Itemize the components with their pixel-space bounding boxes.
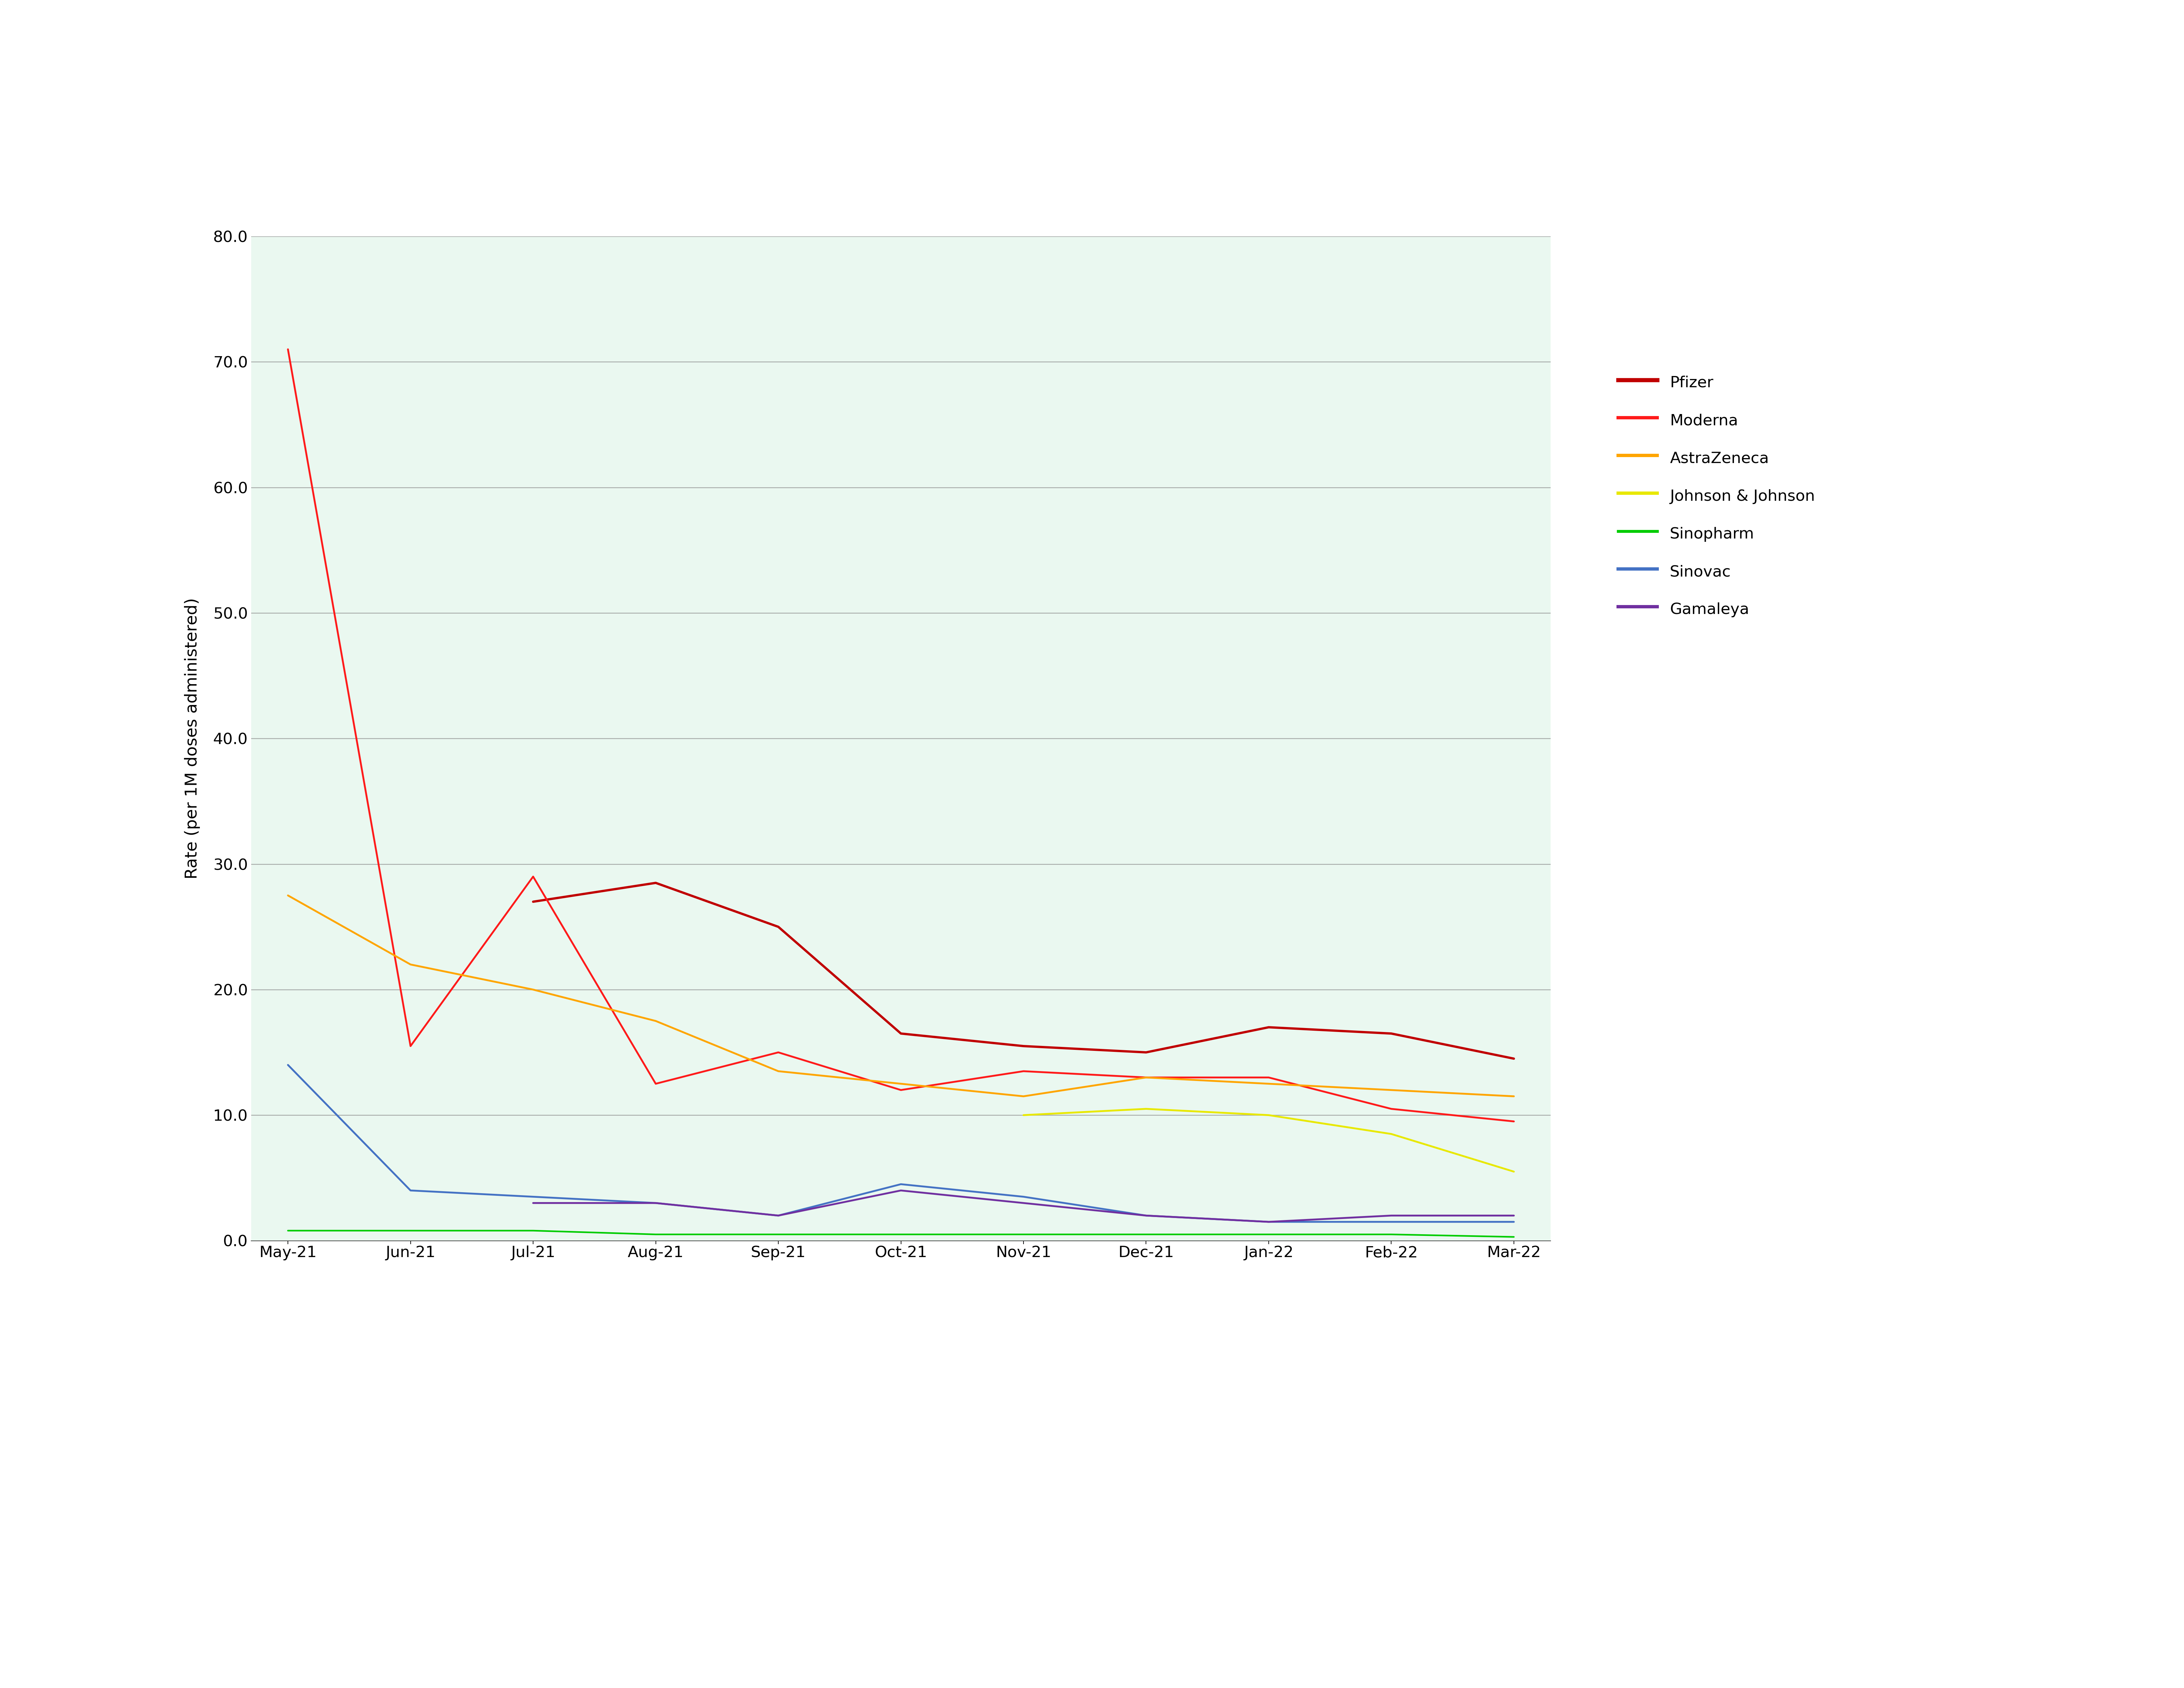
Y-axis label: Rate (per 1M doses administered): Rate (per 1M doses administered) [183,598,201,879]
Legend: Pfizer, Moderna, AstraZeneca, Johnson & Johnson, Sinopharm, Sinovac, Gamaleya: Pfizer, Moderna, AstraZeneca, Johnson & … [1610,365,1824,626]
